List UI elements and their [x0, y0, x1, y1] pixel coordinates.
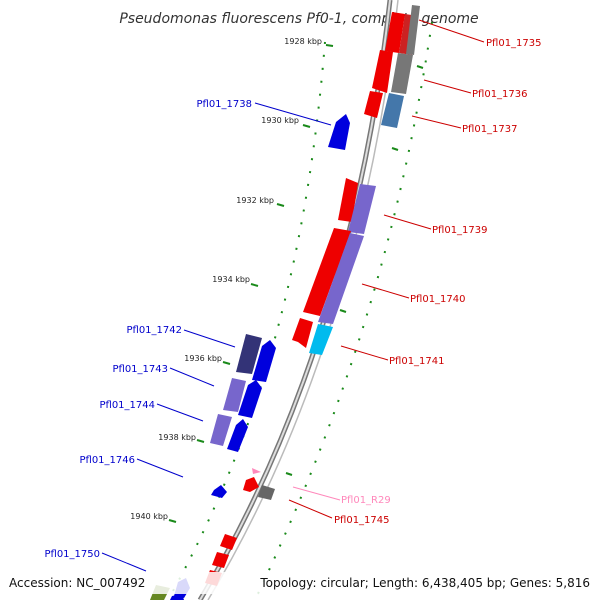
gene-label-1735[interactable]: Pfl01_1735: [486, 38, 542, 49]
gene-blue-bottom[interactable]: [170, 594, 184, 600]
leader-r29: [292, 486, 341, 501]
gene-label-1739[interactable]: Pfl01_1739: [432, 225, 488, 236]
gene-label-r29[interactable]: Pfl01_R29: [341, 495, 391, 506]
gene-pfl01-r29[interactable]: [252, 468, 261, 474]
tick-mark: [222, 361, 231, 365]
gene-pfl01-1736-b[interactable]: [391, 53, 413, 94]
tick-label: 1930 kbp: [261, 116, 299, 125]
genome-summary-text: Topology: circular; Length: 6,438,405 bp…: [259, 576, 590, 590]
tick-label: 1936 kbp: [184, 354, 222, 363]
tick-label: 1934 kbp: [212, 275, 250, 284]
gene-pfl01-1743-a[interactable]: [223, 378, 246, 412]
gene-pfl01-1740-b[interactable]: [318, 233, 364, 324]
gene-pfl01-1742-b[interactable]: [252, 340, 276, 382]
gene-label-1738[interactable]: Pfl01_1738: [196, 99, 252, 110]
gene-pfl01-1744-a[interactable]: [210, 414, 232, 446]
tick-label: 1940 kbp: [130, 512, 168, 521]
tick-mark: [168, 519, 177, 523]
gene-small-red[interactable]: [212, 552, 229, 568]
gene-pfl01-1736-a[interactable]: [372, 50, 393, 93]
gene-pfl01-1746[interactable]: [211, 485, 227, 498]
tick-mark: [196, 439, 205, 443]
leader-1739: [383, 214, 432, 230]
gene-label-1743[interactable]: Pfl01_1743: [112, 364, 168, 375]
tick-mark: [339, 309, 347, 313]
gene-pfl01-1735-body[interactable]: [385, 12, 405, 53]
gene-label-1745[interactable]: Pfl01_1745: [334, 515, 390, 526]
tick-mark: [285, 472, 293, 476]
gene-pfl01-1740-a[interactable]: [303, 228, 351, 316]
gene-label-1744[interactable]: Pfl01_1744: [99, 400, 155, 411]
leader-1735: [418, 19, 485, 43]
tick-label: 1938 kbp: [158, 433, 196, 442]
gene-pfl01-1737-a[interactable]: [364, 91, 383, 118]
tick-mark: [276, 203, 285, 207]
tick-mark: [416, 65, 424, 69]
gene-pfl01-1739-a[interactable]: [338, 178, 358, 222]
gene-pfl01-1739-b[interactable]: [348, 184, 376, 234]
gene-pfl01-1745-b[interactable]: [258, 485, 275, 500]
leader-1742: [183, 329, 236, 348]
gene-pfl01-1738[interactable]: [328, 114, 350, 150]
gene-label-1741[interactable]: Pfl01_1741: [389, 356, 445, 367]
leader-1740: [361, 283, 410, 299]
leader-1750: [101, 552, 147, 572]
leader-1741: [340, 345, 389, 361]
leader-1737: [411, 115, 462, 129]
gene-pfl01-1741-b[interactable]: [309, 324, 333, 355]
tick-label: 1932 kbp: [236, 196, 274, 205]
footer-backdrop: [0, 572, 600, 594]
leader-1745: [288, 499, 333, 519]
gene-label-1750[interactable]: Pfl01_1750: [44, 549, 100, 560]
gene-pfl01-1741-a[interactable]: [292, 318, 313, 348]
tick-mark: [391, 147, 399, 151]
gene-label-1742[interactable]: Pfl01_1742: [126, 325, 182, 336]
gene-pfl01-1737-b[interactable]: [381, 93, 404, 128]
leader-1746: [136, 458, 184, 478]
map-title: Pseudomonas fluorescens Pf0-1, complete …: [119, 11, 478, 27]
gene-pfl01-1744-b[interactable]: [227, 419, 248, 452]
tick-mark: [302, 124, 311, 128]
gene-label-1737[interactable]: Pfl01_1737: [462, 124, 518, 135]
leader-1738: [254, 102, 332, 126]
gene-pfl01-1743-b[interactable]: [238, 380, 262, 418]
tick-label: 1928 kbp: [284, 37, 322, 46]
gene-label-1740[interactable]: Pfl01_1740: [410, 294, 466, 305]
gene-pfl01-1745-a[interactable]: [243, 477, 259, 492]
outer-tick-track: [254, 21, 433, 600]
gene-label-1746[interactable]: Pfl01_1746: [79, 455, 135, 466]
tick-mark: [250, 283, 259, 287]
gene-label-1736[interactable]: Pfl01_1736: [472, 89, 528, 100]
genome-backbone-edge: [207, 0, 399, 600]
gene-pfl01-1742-a[interactable]: [236, 334, 262, 374]
leader-1743: [169, 367, 215, 387]
gene-grey-block[interactable]: [406, 5, 420, 55]
tick-mark: [325, 44, 334, 47]
leader-1736: [423, 79, 472, 94]
leader-1744: [156, 403, 204, 422]
gene-small-red[interactable]: [220, 534, 237, 550]
accession-text: Accession: NC_007492: [9, 576, 145, 590]
